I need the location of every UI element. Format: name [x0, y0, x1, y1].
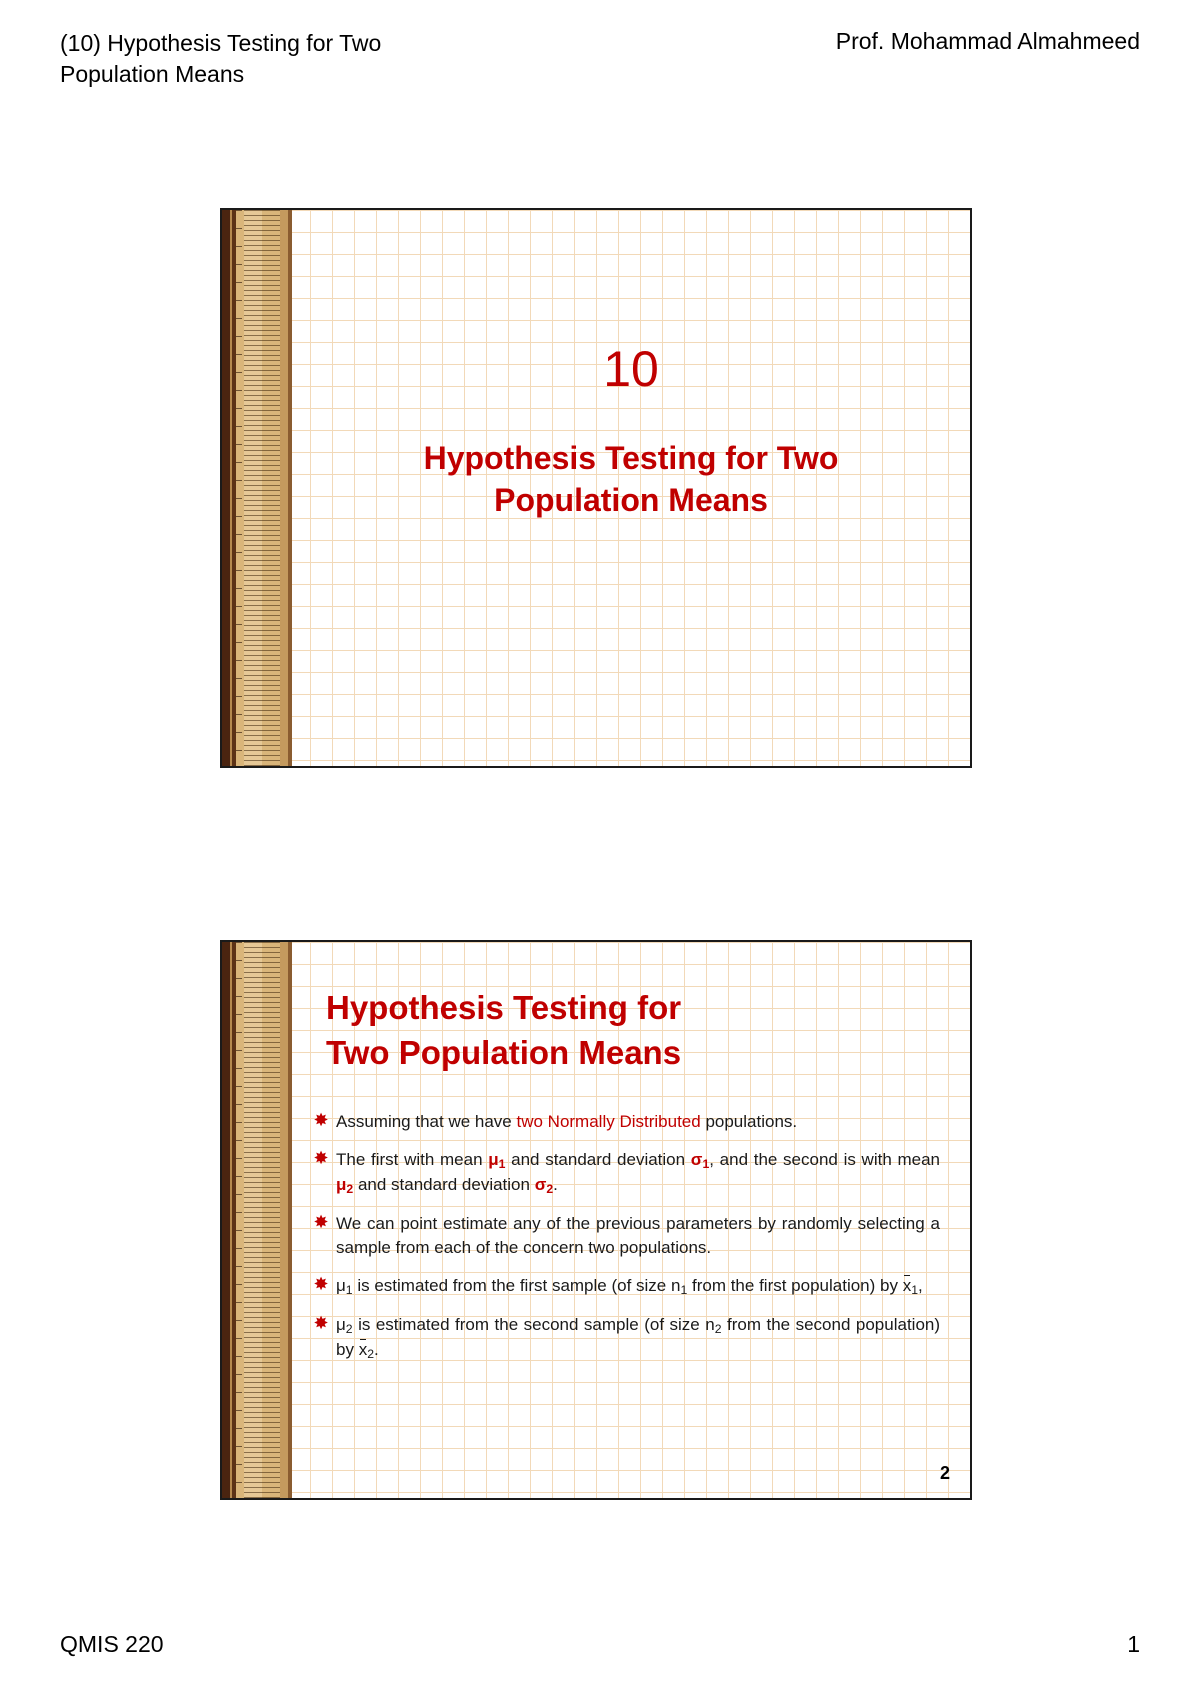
bullet-text: μ2 is estimated from the second sample (…: [336, 1313, 940, 1363]
slide-1: 10 Hypothesis Testing for Two Population…: [220, 208, 972, 768]
slide-2-title-line2: Two Population Means: [326, 1034, 681, 1071]
bullet-item: ✸ The first with mean μ1 and standard de…: [312, 1148, 940, 1198]
bullet-star-icon: ✸: [312, 1274, 330, 1296]
bullet-text: μ1 is estimated from the first sample (o…: [336, 1274, 940, 1299]
slide-2: Hypothesis Testing for Two Population Me…: [220, 940, 972, 1500]
slide-page-number: 2: [940, 1463, 950, 1484]
footer-right: 1: [1127, 1631, 1140, 1658]
bullet-star-icon: ✸: [312, 1110, 330, 1132]
bullet-item: ✸ We can point estimate any of the previ…: [312, 1212, 940, 1260]
chapter-title: Hypothesis Testing for Two Population Me…: [292, 438, 970, 521]
bullet-item: ✸ Assuming that we have two Normally Dis…: [312, 1110, 940, 1134]
bullet-star-icon: ✸: [312, 1212, 330, 1234]
page-footer: QMIS 220 1: [60, 1631, 1140, 1658]
bullet-item: ✸ μ2 is estimated from the second sample…: [312, 1313, 940, 1363]
ruler-strip: [222, 210, 292, 766]
header-left: (10) Hypothesis Testing for Two Populati…: [60, 28, 460, 90]
bullet-text: We can point estimate any of the previou…: [336, 1212, 940, 1260]
bullet-text: Assuming that we have two Normally Distr…: [336, 1110, 940, 1134]
bullet-list: ✸ Assuming that we have two Normally Dis…: [312, 1110, 940, 1377]
page-header: (10) Hypothesis Testing for Two Populati…: [60, 28, 1140, 90]
bullet-star-icon: ✸: [312, 1148, 330, 1170]
slide-2-title: Hypothesis Testing for Two Population Me…: [326, 986, 681, 1075]
chapter-number: 10: [292, 340, 970, 398]
bullet-text: The first with mean μ1 and standard devi…: [336, 1148, 940, 1198]
slide-2-title-line1: Hypothesis Testing for: [326, 989, 681, 1026]
chapter-title-line2: Population Means: [494, 482, 768, 518]
slide-2-content: Hypothesis Testing for Two Population Me…: [292, 942, 970, 1498]
slide-1-content: 10 Hypothesis Testing for Two Population…: [292, 210, 970, 766]
footer-left: QMIS 220: [60, 1631, 164, 1658]
bullet-item: ✸ μ1 is estimated from the first sample …: [312, 1274, 940, 1299]
bullet-star-icon: ✸: [312, 1313, 330, 1335]
header-right: Prof. Mohammad Almahmeed: [836, 28, 1140, 90]
chapter-title-line1: Hypothesis Testing for Two: [424, 440, 839, 476]
ruler-strip: [222, 942, 292, 1498]
